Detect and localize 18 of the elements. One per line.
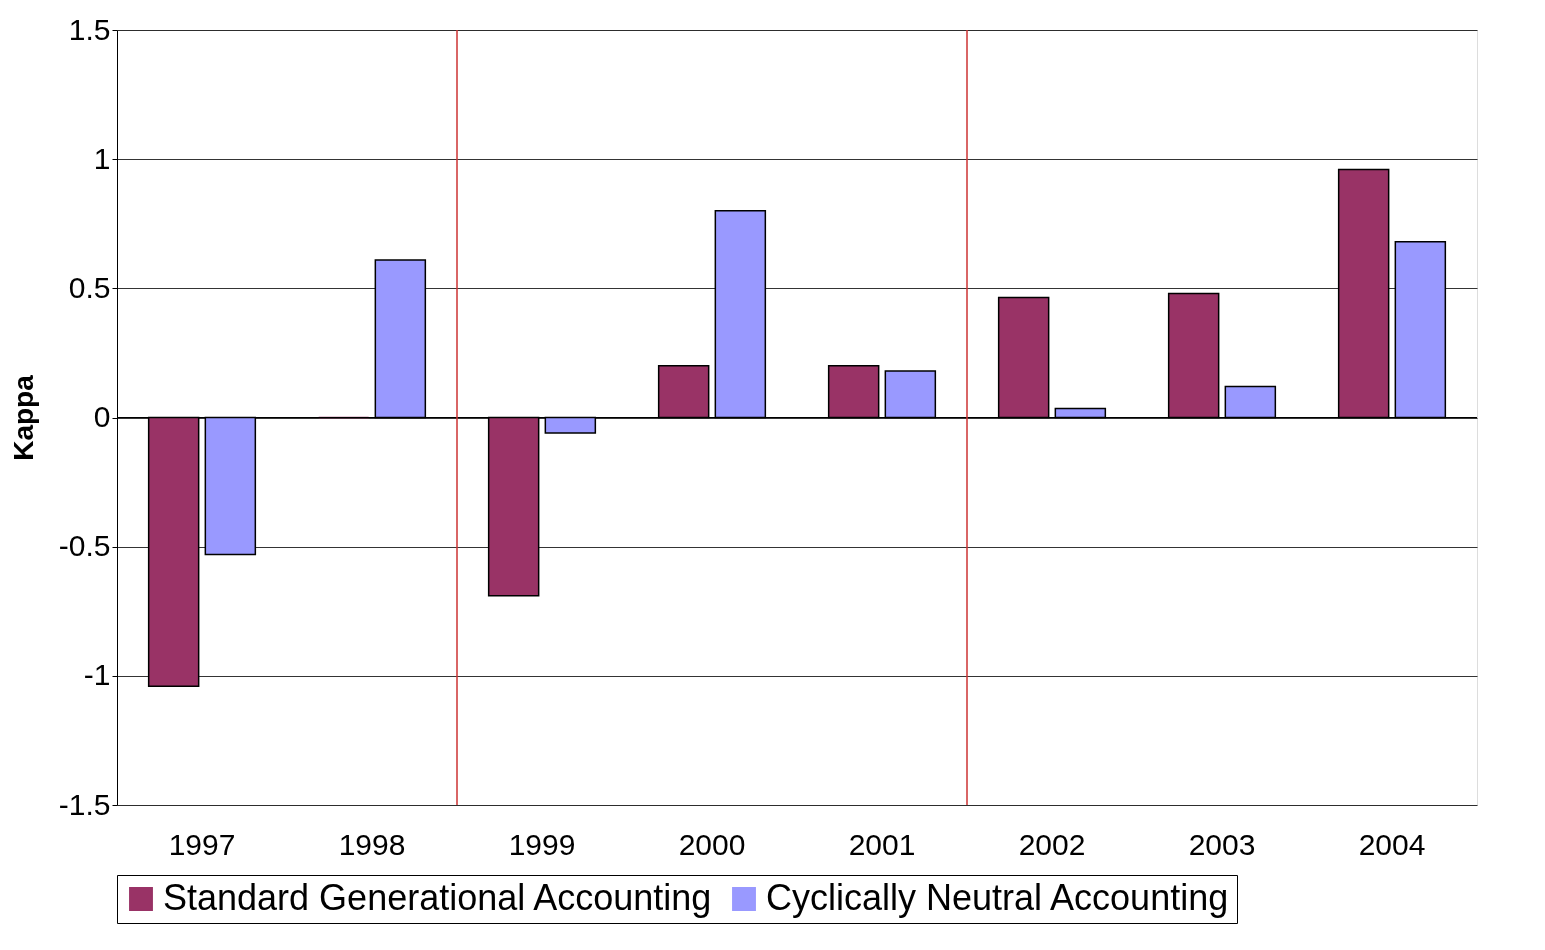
x-tick-label: 1998: [338, 827, 406, 861]
x-tick-label: 2003: [1188, 827, 1256, 861]
y-tick-label: 0: [93, 400, 111, 433]
x-tick-label: 2004: [1358, 827, 1426, 861]
y-axis-title: Kappa: [7, 374, 39, 461]
y-tick-label: -1.5: [58, 787, 111, 821]
y-tick-label: 0.5: [68, 270, 111, 304]
legend-label: Standard Generational Accounting: [163, 877, 712, 918]
x-tick-label: 2002: [1018, 827, 1086, 861]
y-tick-label: 1.5: [68, 12, 111, 46]
x-tick-label: 1997: [168, 827, 236, 861]
y-tick-label: -0.5: [58, 529, 111, 563]
y-tick-label: 1: [93, 141, 111, 175]
x-tick-label: 2001: [848, 827, 916, 861]
x-tick-label: 1999: [508, 827, 576, 861]
y-tick-label: -1: [83, 658, 111, 692]
x-tick-label: 2000: [678, 827, 746, 861]
legend-label: Cyclically Neutral Accounting: [766, 877, 1229, 918]
